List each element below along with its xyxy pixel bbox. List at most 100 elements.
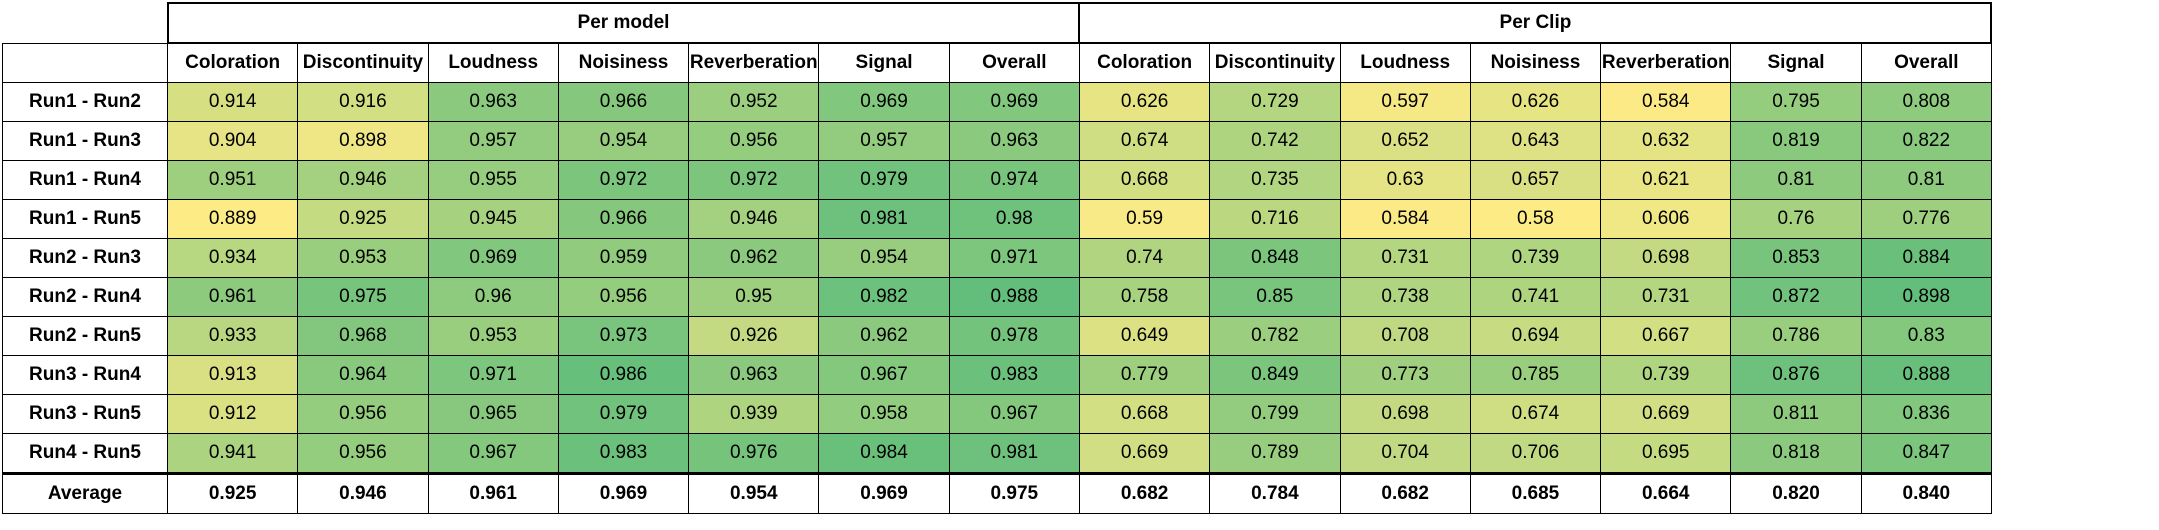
value-cell: 0.913 bbox=[166, 355, 299, 395]
column-header: Discontinuity bbox=[297, 42, 429, 83]
value-cell: 0.975 bbox=[297, 277, 429, 317]
value-cell: 0.952 bbox=[688, 82, 820, 122]
average-cell: 0.975 bbox=[948, 472, 1080, 514]
value-cell: 0.98 bbox=[948, 199, 1080, 239]
data-row: Run3 - Run5 0.912 0.956 0.965 0.979 0.939 0.95… bbox=[2, 394, 1992, 434]
value-cell: 0.957 bbox=[427, 121, 559, 161]
row-label: Run1 - Run3 bbox=[2, 121, 168, 161]
column-header: Overall bbox=[1860, 42, 1992, 83]
value-cell: 0.716 bbox=[1209, 199, 1341, 239]
value-cell: 0.657 bbox=[1469, 160, 1602, 200]
value-cell: 0.954 bbox=[818, 238, 950, 278]
value-cell: 0.916 bbox=[297, 82, 429, 122]
value-cell: 0.958 bbox=[818, 394, 950, 434]
row-label: Run1 - Run2 bbox=[2, 82, 168, 122]
row-label: Run3 - Run4 bbox=[2, 355, 168, 395]
value-cell: 0.739 bbox=[1469, 238, 1602, 278]
value-cell: 0.965 bbox=[427, 394, 559, 434]
value-cell: 0.963 bbox=[948, 121, 1080, 161]
value-cell: 0.669 bbox=[1600, 394, 1732, 434]
value-cell: 0.956 bbox=[557, 277, 690, 317]
value-cell: 0.968 bbox=[297, 316, 429, 356]
value-cell: 0.706 bbox=[1469, 433, 1602, 474]
value-cell: 0.729 bbox=[1209, 82, 1341, 122]
average-cell: 0.840 bbox=[1860, 472, 1992, 514]
data-row: Run1 - Run2 0.914 0.916 0.963 0.966 0.952 0.96… bbox=[2, 82, 1992, 122]
value-cell: 0.606 bbox=[1600, 199, 1732, 239]
value-cell: 0.984 bbox=[818, 433, 950, 474]
value-cell: 0.81 bbox=[1860, 160, 1992, 200]
value-cell: 0.85 bbox=[1209, 277, 1341, 317]
value-cell: 0.674 bbox=[1078, 121, 1211, 161]
value-cell: 0.584 bbox=[1339, 199, 1471, 239]
value-cell: 0.96 bbox=[427, 277, 559, 317]
value-cell: 0.963 bbox=[427, 82, 559, 122]
value-cell: 0.972 bbox=[688, 160, 820, 200]
value-cell: 0.811 bbox=[1730, 394, 1862, 434]
value-cell: 0.969 bbox=[427, 238, 559, 278]
value-cell: 0.782 bbox=[1209, 316, 1341, 356]
value-cell: 0.876 bbox=[1730, 355, 1862, 395]
value-cell: 0.668 bbox=[1078, 394, 1211, 434]
value-cell: 0.584 bbox=[1600, 82, 1732, 122]
data-row: Run1 - Run4 0.951 0.946 0.955 0.972 0.972 0.97… bbox=[2, 160, 1992, 200]
value-cell: 0.914 bbox=[166, 82, 299, 122]
column-header-row: Coloration Discontinuity Loudness Noisiness… bbox=[2, 42, 1992, 83]
data-row: Run2 - Run5 0.933 0.968 0.953 0.973 0.926 0.96… bbox=[2, 316, 1992, 356]
value-cell: 0.956 bbox=[297, 394, 429, 434]
average-cell: 0.685 bbox=[1469, 472, 1602, 514]
column-header: Coloration bbox=[1078, 42, 1211, 83]
value-cell: 0.946 bbox=[297, 160, 429, 200]
value-cell: 0.969 bbox=[948, 82, 1080, 122]
average-cell: 0.682 bbox=[1078, 472, 1211, 514]
column-header: Reverberation bbox=[688, 42, 820, 83]
value-cell: 0.979 bbox=[557, 394, 690, 434]
value-cell: 0.848 bbox=[1209, 238, 1341, 278]
value-cell: 0.698 bbox=[1339, 394, 1471, 434]
column-header: Loudness bbox=[1339, 42, 1471, 83]
group-header: Per model bbox=[166, 2, 1081, 44]
value-cell: 0.849 bbox=[1209, 355, 1341, 395]
value-cell: 0.939 bbox=[688, 394, 820, 434]
value-cell: 0.962 bbox=[688, 238, 820, 278]
value-cell: 0.934 bbox=[166, 238, 299, 278]
value-cell: 0.951 bbox=[166, 160, 299, 200]
value-cell: 0.597 bbox=[1339, 82, 1471, 122]
value-cell: 0.819 bbox=[1730, 121, 1862, 161]
value-cell: 0.74 bbox=[1078, 238, 1211, 278]
value-cell: 0.967 bbox=[427, 433, 559, 474]
row-label: Run3 - Run5 bbox=[2, 394, 168, 434]
group-header: Per Clip bbox=[1078, 2, 1993, 44]
average-row: Average 0.925 0.946 0.961 0.969 0.954 0.969 0.9… bbox=[2, 472, 1992, 514]
average-cell: 0.969 bbox=[557, 472, 690, 514]
row-label: Run4 - Run5 bbox=[2, 433, 168, 474]
average-cell: 0.664 bbox=[1600, 472, 1732, 514]
data-row: Run1 - Run3 0.904 0.898 0.957 0.954 0.956 0.95… bbox=[2, 121, 1992, 161]
data-row: Run4 - Run5 0.941 0.956 0.967 0.983 0.976 0.98… bbox=[2, 433, 1992, 474]
value-cell: 0.818 bbox=[1730, 433, 1862, 474]
average-cell: 0.946 bbox=[297, 472, 429, 514]
value-cell: 0.955 bbox=[427, 160, 559, 200]
value-cell: 0.971 bbox=[427, 355, 559, 395]
value-cell: 0.898 bbox=[1860, 277, 1992, 317]
value-cell: 0.983 bbox=[557, 433, 690, 474]
value-cell: 0.941 bbox=[166, 433, 299, 474]
value-cell: 0.738 bbox=[1339, 277, 1471, 317]
value-cell: 0.964 bbox=[297, 355, 429, 395]
value-cell: 0.974 bbox=[948, 160, 1080, 200]
column-header: Signal bbox=[1730, 42, 1862, 83]
value-cell: 0.758 bbox=[1078, 277, 1211, 317]
data-row: Run2 - Run4 0.961 0.975 0.96 0.956 0.95 0.982 0… bbox=[2, 277, 1992, 317]
value-cell: 0.981 bbox=[818, 199, 950, 239]
data-row: Run1 - Run5 0.889 0.925 0.945 0.966 0.946 0.98… bbox=[2, 199, 1992, 239]
value-cell: 0.76 bbox=[1730, 199, 1862, 239]
value-cell: 0.81 bbox=[1730, 160, 1862, 200]
value-cell: 0.967 bbox=[948, 394, 1080, 434]
column-header: Signal bbox=[818, 42, 950, 83]
value-cell: 0.966 bbox=[557, 82, 690, 122]
value-cell: 0.986 bbox=[557, 355, 690, 395]
value-cell: 0.912 bbox=[166, 394, 299, 434]
value-cell: 0.967 bbox=[818, 355, 950, 395]
row-label: Run2 - Run4 bbox=[2, 277, 168, 317]
